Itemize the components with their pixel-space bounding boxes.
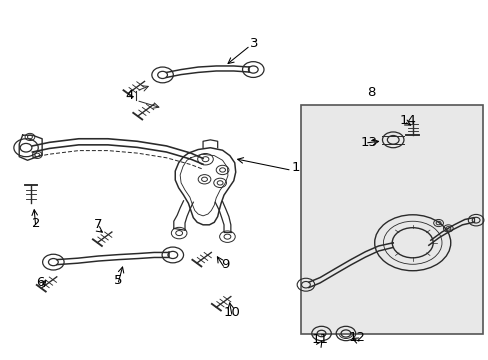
Text: 13: 13 [360, 136, 377, 149]
Text: 9: 9 [221, 258, 229, 271]
Text: 4: 4 [125, 89, 134, 102]
Text: 14: 14 [399, 114, 415, 127]
Text: 7: 7 [94, 218, 102, 231]
Text: 2: 2 [32, 216, 40, 230]
Text: 5: 5 [113, 274, 122, 287]
Text: 12: 12 [347, 331, 365, 344]
Text: 1: 1 [291, 161, 299, 174]
Text: 10: 10 [224, 306, 240, 319]
Text: 8: 8 [366, 86, 375, 99]
Text: 6: 6 [37, 276, 45, 289]
Text: 3: 3 [249, 37, 258, 50]
Text: 11: 11 [311, 333, 328, 346]
Bar [300, 105, 483, 334]
